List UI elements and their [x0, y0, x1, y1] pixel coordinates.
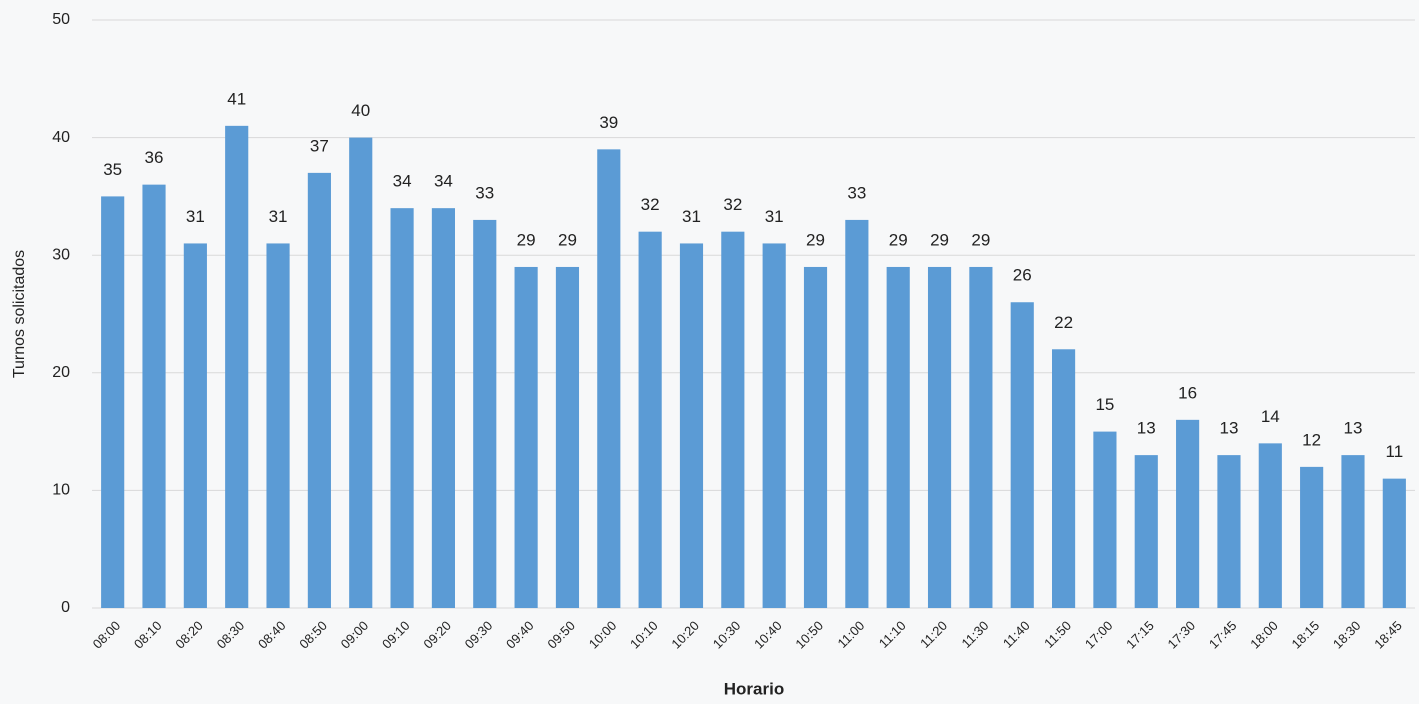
bar [555, 266, 580, 608]
data-label: 36 [145, 148, 164, 167]
data-label: 11 [1386, 442, 1404, 461]
data-label: 14 [1261, 407, 1280, 426]
y-tick-label: 50 [52, 11, 70, 28]
bar [597, 149, 621, 609]
bar [762, 243, 786, 608]
data-label: 31 [269, 207, 288, 226]
y-tick-label: 0 [61, 599, 70, 616]
data-label: 22 [1054, 313, 1073, 332]
data-label: 13 [1219, 419, 1238, 438]
bar [679, 243, 704, 608]
bar [803, 266, 828, 608]
y-tick-label: 30 [52, 246, 70, 263]
data-label: 31 [186, 207, 205, 226]
bar [1052, 349, 1076, 608]
bar [638, 231, 662, 608]
data-label: 29 [517, 230, 536, 249]
data-label: 29 [930, 230, 949, 249]
data-label: 29 [806, 230, 825, 249]
data-label: 40 [351, 101, 370, 120]
bar [1010, 302, 1034, 608]
bar [927, 266, 952, 608]
y-tick-label: 10 [52, 482, 70, 499]
y-tick-label: 40 [52, 129, 70, 146]
data-label: 34 [434, 172, 453, 191]
bar [349, 137, 373, 608]
data-label: 32 [723, 195, 742, 214]
data-label: 33 [847, 183, 866, 202]
data-label: 15 [1095, 395, 1114, 414]
y-tick-label: 20 [52, 364, 70, 381]
data-label: 33 [475, 183, 494, 202]
bar [307, 172, 331, 608]
bar [183, 243, 207, 608]
data-label: 35 [103, 160, 122, 179]
data-label: 31 [765, 207, 784, 226]
bar [845, 219, 869, 609]
bar [1300, 466, 1324, 608]
data-label: 16 [1178, 383, 1197, 402]
bar [1258, 443, 1282, 608]
data-label: 29 [558, 230, 577, 249]
data-label: 29 [889, 230, 908, 249]
y-axis-label: Turnos solicitados [11, 250, 28, 378]
data-label: 37 [310, 136, 329, 155]
bar [101, 196, 125, 608]
bar [1217, 455, 1241, 608]
bar [142, 184, 166, 608]
data-label: 31 [682, 207, 701, 226]
bar [1093, 431, 1117, 608]
bar [1176, 419, 1200, 608]
bar [514, 266, 538, 608]
data-label: 29 [971, 230, 990, 249]
bar [473, 219, 497, 609]
data-label: 32 [641, 195, 660, 214]
data-label: 39 [599, 113, 618, 132]
data-label: 34 [393, 172, 412, 191]
bar [886, 266, 910, 608]
bar [1382, 478, 1406, 608]
data-label: 13 [1344, 419, 1363, 438]
bar [390, 208, 414, 608]
bar [1341, 455, 1365, 608]
data-label: 13 [1137, 419, 1156, 438]
x-axis-label: Horario [724, 679, 784, 698]
bar [225, 125, 249, 608]
bar [969, 266, 993, 608]
data-label: 12 [1302, 430, 1321, 449]
bar [431, 208, 455, 608]
bar [266, 243, 290, 608]
data-label: 26 [1013, 266, 1032, 285]
data-label: 41 [227, 89, 246, 108]
bar [1134, 455, 1158, 608]
bar [721, 231, 745, 608]
